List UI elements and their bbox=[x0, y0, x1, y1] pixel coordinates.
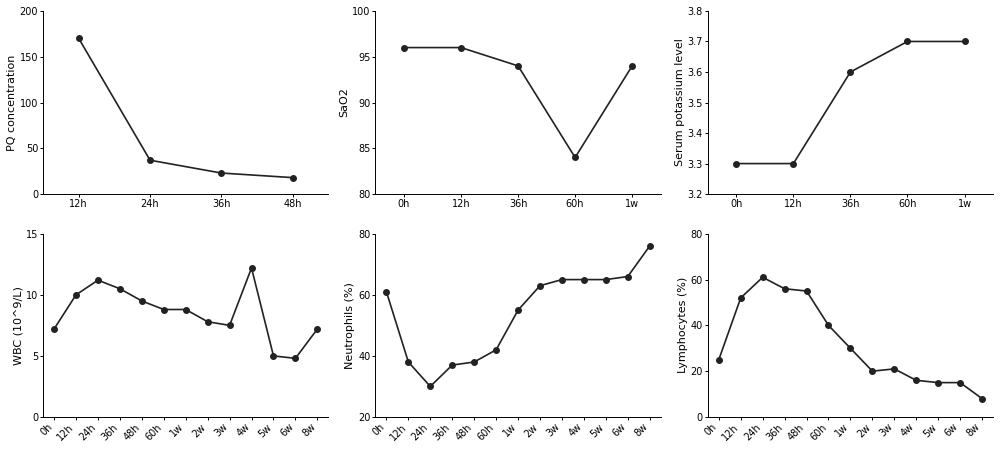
Y-axis label: WBC (10^9/L): WBC (10^9/L) bbox=[13, 286, 23, 365]
Y-axis label: Neutrophils (%): Neutrophils (%) bbox=[345, 282, 355, 369]
Y-axis label: Lymphocytes (%): Lymphocytes (%) bbox=[678, 277, 688, 374]
Y-axis label: SaO2: SaO2 bbox=[339, 88, 349, 118]
Y-axis label: Serum potassium level: Serum potassium level bbox=[675, 39, 685, 167]
Y-axis label: PQ concentration: PQ concentration bbox=[7, 54, 17, 151]
